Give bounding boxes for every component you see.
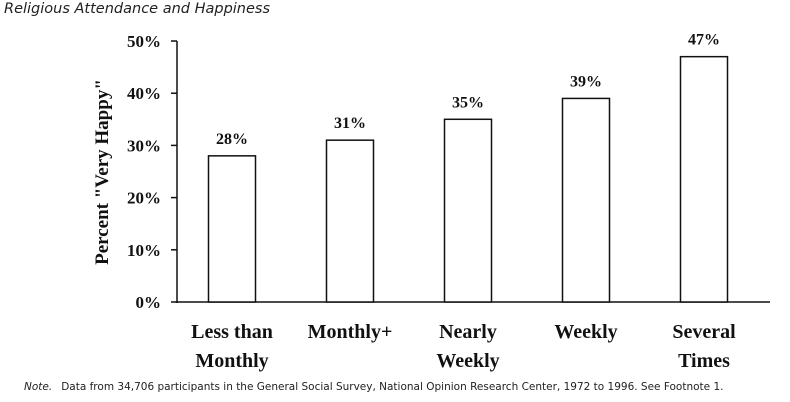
x-category-label: Monthly	[195, 350, 268, 372]
bar	[561, 97, 611, 303]
x-category-label: Several	[672, 321, 736, 343]
y-axis-label: Percent "Very Happy"	[92, 79, 113, 265]
y-tick-label: 20%	[127, 189, 161, 208]
x-category-label: Monthly+	[308, 321, 393, 343]
bar-value-label: 39%	[570, 73, 602, 90]
chart-note: Note. Data from 34,706 participants in th…	[24, 381, 724, 393]
bar-value-label: 35%	[452, 94, 484, 111]
bar-value-label: 28%	[216, 131, 248, 148]
x-category-label: Times	[678, 350, 730, 372]
bar	[679, 55, 729, 303]
y-tick-label: 10%	[127, 241, 161, 260]
x-category-label: Weekly	[554, 321, 617, 343]
bar	[325, 139, 375, 303]
bar	[443, 118, 493, 303]
x-category-label: Nearly	[439, 321, 497, 343]
bar-value-label: 47%	[688, 32, 720, 49]
note-text: Data from 34,706 participants in the Gen…	[61, 381, 724, 393]
x-category-label: Less than	[191, 321, 273, 343]
x-category-label: Weekly	[436, 350, 499, 372]
chart-title: Religious Attendance and Happiness	[4, 1, 271, 17]
y-tick-label: 0%	[136, 293, 162, 312]
bar-value-label: 31%	[334, 115, 366, 132]
note-lead: Note.	[24, 381, 53, 393]
y-tick-label: 30%	[127, 136, 161, 155]
y-tick-label: 40%	[127, 84, 161, 103]
bar	[207, 155, 257, 303]
y-tick-label: 50%	[127, 32, 161, 51]
bar-chart: 0% 10% 20% 30% 40% 50% Percent "Very Happy" 28%…	[92, 32, 770, 372]
